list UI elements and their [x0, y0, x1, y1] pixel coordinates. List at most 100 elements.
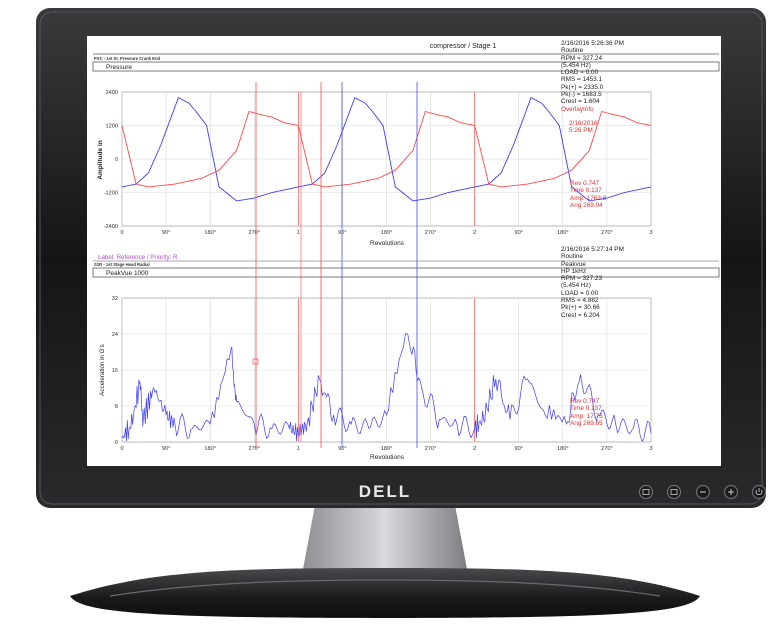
y-tick-label: 2400	[106, 90, 118, 96]
plot1-x-ticks: 0 90° 180° 270° 1 90° 180° 270° 2 90° 180° 270° 3	[120, 230, 652, 236]
stand-highlight	[109, 579, 661, 597]
power-icon	[755, 489, 763, 496]
plot2-title-box	[92, 267, 720, 278]
readout-line: (5.454 Hz)	[561, 282, 591, 290]
input-icon	[642, 489, 650, 495]
readout-line: Crest = 6.204	[561, 311, 600, 319]
plot2-header: Label: Reference / Priority: R S1R - 1st…	[92, 254, 720, 278]
plot1-x-label: Revolutions	[370, 240, 405, 247]
readout-line: 2/16/2016 5:26:36 PM	[561, 40, 624, 47]
x-tick-label: 90°	[338, 446, 346, 452]
x-tick-label: 270°	[248, 446, 260, 452]
y-tick-label: 8	[115, 404, 118, 410]
input-source-button[interactable]	[638, 484, 654, 500]
readout-line: (5.454 Hz)	[561, 61, 591, 69]
x-tick-label: 1	[297, 446, 300, 452]
y-tick-label: 1200	[106, 124, 118, 130]
x-tick-label: 180°	[557, 446, 569, 452]
readout-line: Routine	[561, 47, 584, 55]
plot1-y-label: Amplitude in	[97, 140, 104, 179]
x-tick-label: 90°	[515, 230, 523, 236]
readout-line: Pk(+) = 30.66	[561, 304, 600, 312]
readout-line: Peakvue	[561, 260, 586, 268]
plot2-point-id: S1R - 1st Stage Head Radial	[94, 262, 150, 267]
plot2-reference-label: Label: Reference / Priority: R	[98, 254, 178, 261]
x-tick-label: 90°	[338, 230, 346, 236]
series-line-blue	[121, 96, 652, 202]
plot2-cursor-readout: Rev 0.747 Time 0.137 Amp: 17.75 Ang 269.…	[570, 398, 603, 427]
window-title-bar: compressor / Stage 1	[93, 43, 719, 55]
series-line-red	[121, 110, 652, 188]
cursor-readout-line: Rev 0.747	[570, 398, 600, 405]
x-tick-label: 2	[473, 230, 476, 236]
monitor-stand	[70, 505, 700, 618]
series-line-blue	[121, 333, 652, 442]
bezel-edge	[39, 11, 763, 505]
plot1-point-id: PXC - 1st St. Pressure Crank End	[94, 56, 161, 61]
cursor-readout-line: Amp: 1763.8	[570, 194, 607, 202]
x-tick-label: 270°	[601, 230, 613, 236]
overlay-info-label[interactable]: OverlayInfo	[561, 105, 594, 113]
peakvue-plot[interactable]: 32 24 16 8 0 0 90° 180° 270° 1 90° 180° 270° 2 90° 180…	[99, 296, 653, 461]
y-tick-label: 32	[112, 296, 118, 302]
x-tick-label: 0	[120, 230, 123, 236]
menu-button[interactable]	[666, 484, 682, 500]
x-tick-label: 180°	[204, 230, 216, 236]
cursor-readout-line: Ang 269.65	[570, 419, 603, 427]
menu-icon	[670, 489, 678, 495]
stand-neck	[300, 505, 470, 585]
window-title: compressor / Stage 1	[430, 43, 497, 50]
cursor-readout-line: Amp: 17.75	[570, 412, 603, 420]
x-tick-label: 90°	[162, 230, 170, 236]
plot2-y-label: Acceleration in G's	[99, 344, 106, 395]
readout-line: LOAD = 0.00	[561, 289, 599, 297]
readout-line: RMS = 4.882	[561, 297, 599, 305]
x-tick-label: 270°	[248, 230, 260, 236]
readout-line: LOAD = 0.00	[561, 69, 599, 77]
plot1-y-ticks: 2400 1200 0 -1200 -2400	[104, 90, 118, 230]
readout-line: Pk(+) = 2335.0	[561, 83, 604, 91]
x-tick-label: 180°	[381, 230, 393, 236]
x-tick-label: 1	[297, 230, 300, 236]
y-tick-label: 16	[112, 368, 118, 374]
x-tick-label: 180°	[381, 446, 393, 452]
plot1-readout: 2/16/2016 5:26:36 PM Routine RPM = 327.2…	[561, 40, 624, 135]
plot1-title: Pressure	[106, 64, 132, 71]
cursor-readout-line: Time 0.137	[570, 405, 602, 413]
readout-line: RMS = 1453.1	[561, 76, 603, 84]
y-tick-label: -1200	[104, 191, 118, 197]
overlay-date: 2/16/2016	[569, 119, 598, 127]
plot2-series	[121, 333, 652, 442]
cursor-marker	[252, 358, 259, 365]
cursor-readout-line: Ang 269.04	[570, 201, 603, 209]
pressure-plot[interactable]: 2400 1200 0 -1200 -2400 0 90° 180° 270° 1 90° 180°…	[97, 90, 653, 247]
plot2-x-ticks: 0 90° 180° 270° 1 90° 180° 270° 2 90° 180° 270° 3	[120, 446, 652, 452]
x-tick-label: 180°	[557, 230, 569, 236]
plot1-header: PXC - 1st St. Pressure Crank End Pressur…	[92, 56, 720, 72]
cursor-readout-line: Time 0.137	[570, 187, 602, 195]
x-tick-label: 2	[473, 446, 476, 452]
x-tick-label: 270°	[425, 230, 437, 236]
readout-line: Crest = 1.604	[561, 98, 600, 106]
plot1-title-box	[92, 61, 720, 72]
cursor-readout-line: Rev 0.747	[570, 180, 600, 187]
x-tick-label: 90°	[162, 446, 170, 452]
plot2-readout: 2/16/2016 5:27:14 PM Routine Peakvue HP …	[561, 246, 624, 319]
plot2-grid	[121, 297, 652, 443]
y-tick-label: 0	[115, 157, 118, 163]
cursor-lines[interactable]	[252, 82, 418, 448]
plot2-title: PeakVue 1000	[106, 270, 149, 277]
readout-line: RPM = 327.24	[561, 54, 603, 62]
plot1-grid	[121, 91, 652, 227]
plot2-x-label: Revolutions	[370, 454, 405, 461]
x-tick-label: 270°	[601, 446, 613, 452]
x-tick-label: 90°	[515, 446, 523, 452]
x-tick-label: 180°	[204, 446, 216, 452]
x-tick-label: 0	[120, 446, 123, 452]
readout-line: RPM = 327.23	[561, 275, 603, 283]
x-tick-label: 3	[649, 446, 652, 452]
plot1-cursor-readout: Rev 0.747 Time 0.137 Amp: 1763.8 Ang 269…	[570, 180, 606, 209]
y-tick-label: 24	[112, 332, 118, 338]
plot2-y-ticks: 32 24 16 8 0	[112, 296, 118, 446]
stand-base	[70, 568, 700, 618]
